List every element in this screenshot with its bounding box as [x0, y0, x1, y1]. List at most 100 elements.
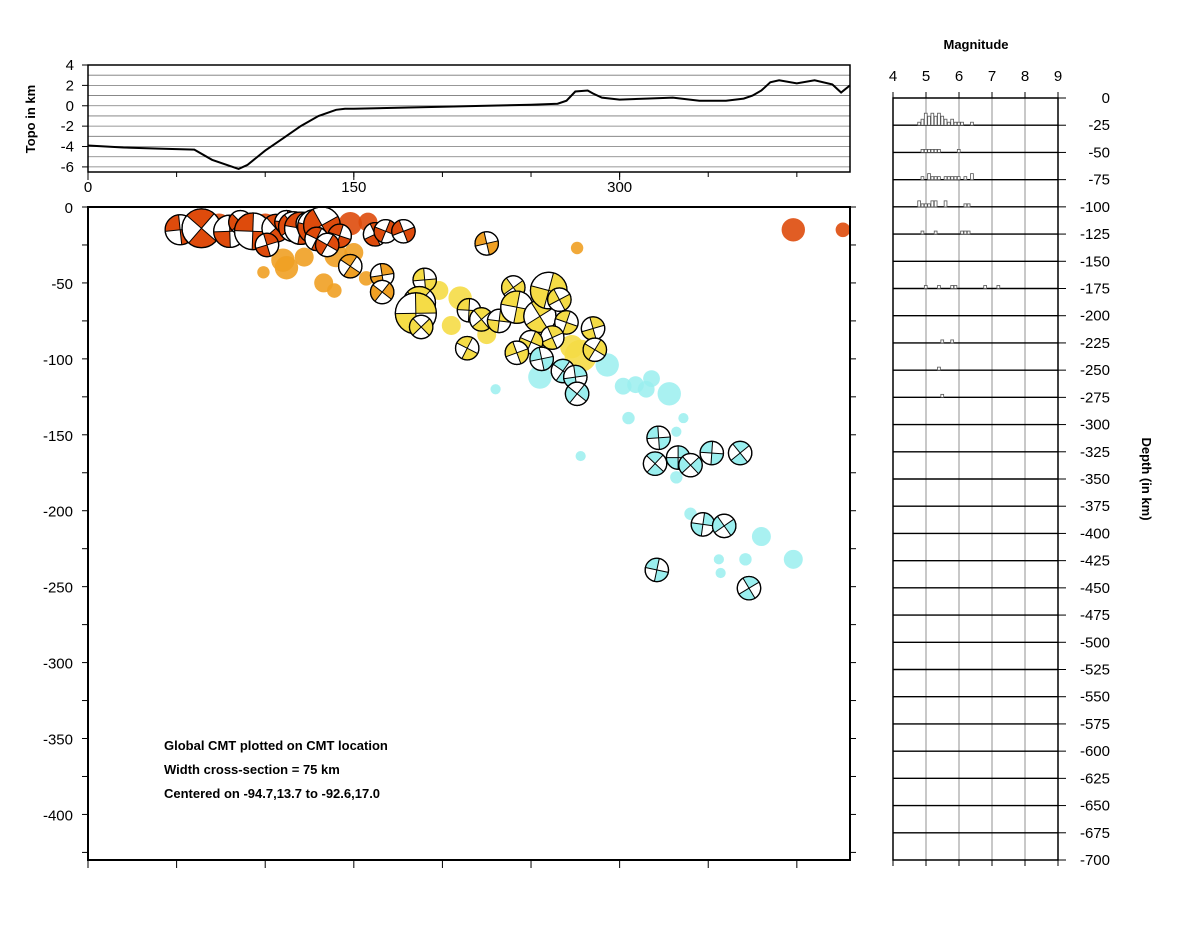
beachball-compression-quadrant: [711, 453, 724, 465]
event-beachball: [529, 346, 555, 372]
beachball-compression-quadrant: [658, 437, 671, 450]
event-marker: [622, 411, 635, 425]
event-beachball: [408, 314, 434, 340]
histogram-y-tick-label: -150: [1080, 253, 1110, 270]
histogram-bar: [960, 230, 964, 235]
annotation-notes: Global CMT plotted on CMT location Width…: [164, 738, 388, 801]
beachball-outline: [314, 232, 340, 258]
beachball-outline: [582, 337, 608, 363]
beachball-compression-quadrant: [213, 231, 231, 248]
topo-y-tick-label: 4: [66, 57, 74, 74]
beachball-compression-quadrant: [380, 263, 394, 276]
histogram-bar: [940, 339, 945, 344]
event-beachball: [469, 307, 494, 332]
histogram-y-tick-label: -200: [1080, 308, 1110, 325]
histogram-y-tick-label: -575: [1080, 716, 1110, 733]
beachball-outline: [254, 232, 280, 258]
histogram-bar: [947, 176, 951, 181]
beachball-compression-quadrant: [472, 319, 489, 332]
histogram-y-tick-label: -675: [1080, 825, 1110, 842]
histogram-bar: [970, 173, 974, 181]
histogram-y-tick-label: -325: [1080, 444, 1110, 461]
event-beachball: [582, 337, 608, 363]
event-marker: [441, 315, 461, 335]
histogram-y-tick-label: -375: [1080, 498, 1110, 515]
histogram-bar: [943, 118, 948, 126]
histogram-x-tick-label: 4: [889, 68, 897, 85]
histogram-y-tick-label: -550: [1080, 689, 1110, 706]
topo-panel: 4 2 0 -2 -4 -6 0 150 300 Topo in km: [23, 57, 851, 196]
histogram-x-tick-label: 8: [1021, 68, 1029, 85]
section-y-tick-label: -200: [43, 504, 73, 521]
event-marker: [294, 247, 314, 267]
topo-frame: [87, 64, 851, 173]
event-beachball: [580, 316, 606, 341]
event-beachball: [644, 557, 670, 583]
cross-section-frame: [87, 206, 851, 861]
event-beachball: [391, 218, 416, 244]
beachball-outline: [504, 340, 530, 366]
histogram-y-tick-label: -50: [1088, 144, 1110, 161]
beachball-outline: [646, 425, 671, 451]
histogram-y-tick-label: -525: [1080, 662, 1110, 679]
histogram-bar: [923, 112, 928, 126]
beachball-nodal-plane: [255, 241, 279, 249]
event-beachball: [337, 253, 363, 279]
histogram-bar: [950, 118, 954, 126]
histogram-y-tick-label: -250: [1080, 362, 1110, 379]
beachball-nodal-plane: [691, 522, 715, 527]
beachball-nodal-plane: [555, 361, 571, 381]
histogram-x-tick-label: 7: [988, 68, 996, 85]
histogram-bar: [933, 149, 938, 153]
histogram-y-tick-label: -175: [1080, 281, 1110, 298]
histogram-x-ticks: 4 5 6 7 8 9: [889, 68, 1062, 866]
beachball-compression-quadrant: [690, 457, 703, 474]
event-marker: [657, 382, 681, 406]
event-beachball: [646, 425, 671, 451]
beachball-nodal-plane: [251, 212, 254, 250]
histogram-bar: [943, 176, 948, 181]
beachball-compression-quadrant: [501, 278, 514, 295]
event-beachball: [564, 381, 590, 407]
beachball-nodal-plane: [412, 318, 430, 336]
histogram-x-tick-label: 6: [955, 68, 963, 85]
histogram-bar: [953, 121, 958, 126]
beachball-nodal-plane: [472, 311, 491, 328]
histogram-y-tick-label: -625: [1080, 770, 1110, 787]
beachball-nodal-plane: [538, 347, 545, 371]
histogram-y-tick-label: 0: [1102, 90, 1110, 107]
event-marker: [643, 370, 660, 388]
beachball-nodal-plane: [717, 516, 732, 536]
event-marker: [575, 450, 586, 462]
histogram-y-tick-label: -475: [1080, 607, 1110, 624]
section-y-tick-label: 0: [65, 200, 73, 217]
beachball-compression-quadrant: [666, 457, 679, 470]
histogram-bar: [950, 339, 954, 344]
beachball-nodal-plane: [710, 441, 714, 465]
histogram-bar: [966, 230, 971, 235]
histogram-bar: [930, 200, 935, 208]
beachball-compression-quadrant: [474, 232, 487, 247]
histogram-bar: [930, 176, 935, 181]
event-marker: [670, 471, 683, 484]
beachball-compression-quadrant: [457, 298, 470, 311]
topo-y-tick-label: -4: [61, 139, 74, 156]
histogram-y-tick-label: -300: [1080, 417, 1110, 434]
beachball-outline: [678, 452, 703, 478]
histogram-bar: [960, 121, 964, 126]
beachball-compression-quadrant: [678, 456, 691, 474]
histogram-bar: [963, 176, 968, 181]
earthquake-events: [164, 206, 851, 601]
histogram-y-tick-label: -500: [1080, 634, 1110, 651]
histogram-bar: [927, 115, 931, 126]
histogram-bar: [983, 285, 987, 289]
beachball-compression-quadrant: [743, 576, 759, 589]
histogram-bar: [956, 149, 961, 153]
histogram-gridlines: [893, 98, 1058, 860]
beachball-compression-quadrant: [700, 441, 713, 454]
histogram-bar: [937, 149, 941, 153]
beachball-nodal-plane: [653, 558, 660, 582]
beachball-compression-quadrant: [228, 213, 241, 231]
beachball-outline: [474, 231, 500, 256]
